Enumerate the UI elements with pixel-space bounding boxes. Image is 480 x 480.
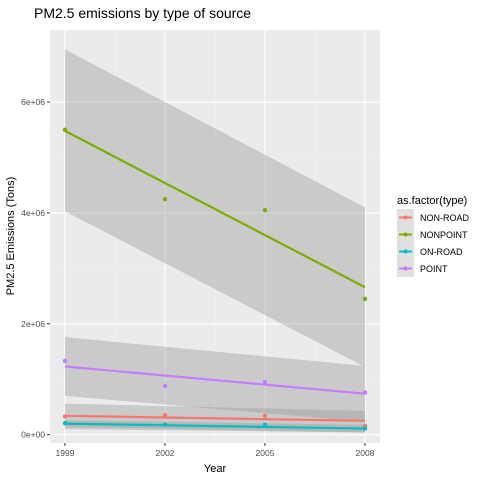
y-axis: 0e+00 2e+06 4e+06 6e+06 xyxy=(21,97,50,440)
data-point xyxy=(162,422,168,427)
y-tick-label: 0e+00 xyxy=(21,430,45,440)
x-axis: 1999 2002 2005 2008 xyxy=(56,443,375,458)
x-tick-label: 1999 xyxy=(56,448,75,458)
data-point xyxy=(162,383,168,389)
fit-line xyxy=(64,129,366,289)
legend-key-point xyxy=(403,215,408,220)
fit-line xyxy=(64,414,366,422)
y-tick-label: 4e+06 xyxy=(21,208,45,218)
legend-key-point xyxy=(403,249,408,254)
legend-label: NON-ROAD xyxy=(420,213,469,223)
data-point xyxy=(262,207,268,213)
data-point xyxy=(162,413,168,418)
legend-title: as.factor(type) xyxy=(397,195,467,207)
data-point xyxy=(62,414,68,419)
fit-line xyxy=(64,422,366,430)
legend-keys: NON-ROAD NONPOINT ON-ROAD POINT xyxy=(397,209,469,277)
data-point xyxy=(62,127,68,132)
legend: as.factor(type) NON-ROAD NONPOINT ON-ROAD P… xyxy=(397,195,469,277)
chart-title: PM2.5 emissions by type of source xyxy=(34,5,251,21)
y-axis-label: PM2.5 Emissions (Tons) xyxy=(5,177,17,296)
data-point xyxy=(62,358,68,364)
data-point xyxy=(262,379,268,385)
data-point xyxy=(162,196,168,202)
x-tick-label: 2002 xyxy=(156,448,175,458)
fit-lines xyxy=(64,129,366,430)
legend-key-point xyxy=(403,266,408,271)
legend-label: NONPOINT xyxy=(420,230,468,240)
x-tick-label: 2005 xyxy=(256,448,275,458)
data-point xyxy=(262,413,268,419)
legend-item: ON-ROAD xyxy=(397,243,463,260)
grid xyxy=(50,30,380,443)
legend-key-point xyxy=(403,232,408,237)
legend-item: NON-ROAD xyxy=(397,209,469,226)
legend-item: NONPOINT xyxy=(397,226,468,243)
data-point xyxy=(362,426,368,431)
data-point xyxy=(62,420,68,426)
x-axis-label: Year xyxy=(204,463,227,475)
x-tick-label: 2008 xyxy=(356,448,375,458)
legend-label: ON-ROAD xyxy=(420,247,463,257)
y-tick-label: 2e+06 xyxy=(21,319,45,329)
data-point xyxy=(362,390,368,395)
legend-item: POINT xyxy=(397,260,448,277)
data-point xyxy=(262,422,268,427)
legend-label: POINT xyxy=(420,264,448,274)
data-points xyxy=(62,127,368,431)
fit-line xyxy=(64,365,366,395)
data-point xyxy=(362,296,368,302)
y-tick-label: 6e+06 xyxy=(21,97,45,107)
